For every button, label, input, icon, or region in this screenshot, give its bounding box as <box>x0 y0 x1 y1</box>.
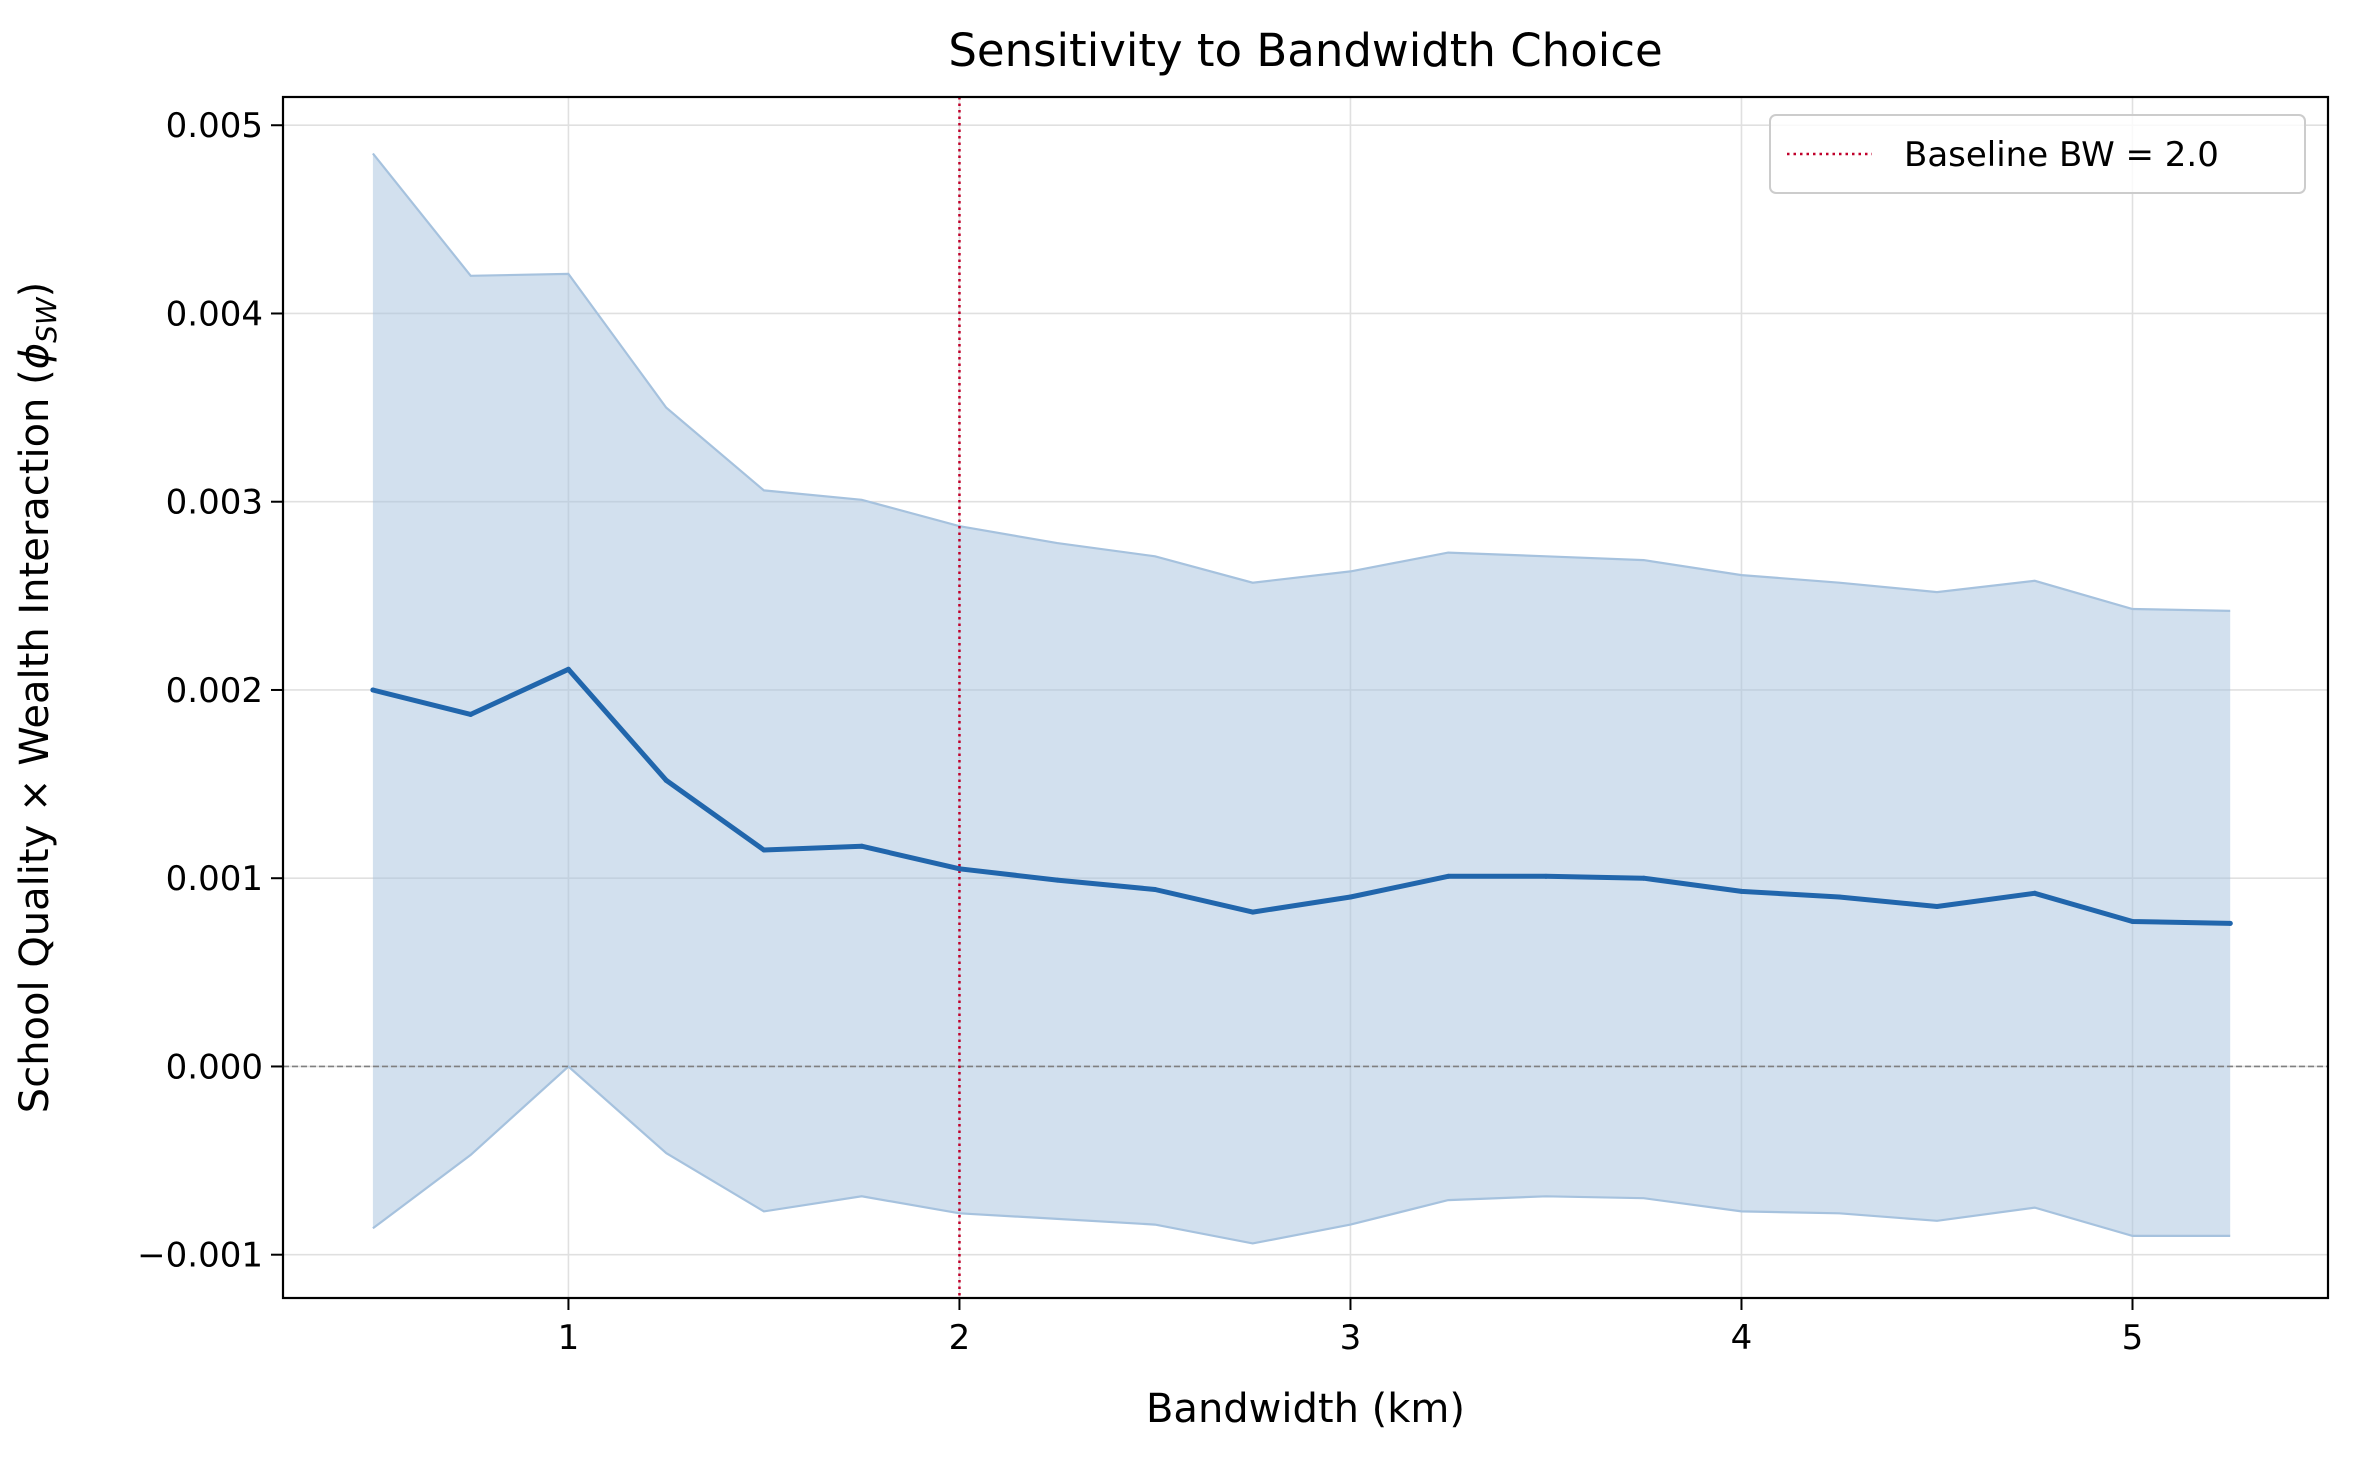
legend-box <box>1769 114 2306 194</box>
series-point <box>1738 888 1744 894</box>
confidence-band-upper-edge <box>372 152 2231 612</box>
series-point <box>2032 890 2038 896</box>
y-axis-ticks: −0.001 0.000 0.001 0.002 0.003 0.004 0.005 <box>137 106 283 1276</box>
plot-frame <box>281 95 2330 1300</box>
series-point <box>859 843 865 849</box>
confidence-band-lower-edge <box>372 1065 2231 1245</box>
y-tick-label: 0.003 <box>166 483 263 523</box>
x-tick-label: 2 <box>949 1318 971 1358</box>
series-line <box>370 666 2233 926</box>
series-point <box>1250 909 1256 915</box>
series-point <box>1347 894 1353 900</box>
legend-label-baseline: Baseline BW = 2.0 <box>1904 135 2219 175</box>
y-axis-label-close: ) <box>12 282 58 298</box>
confidence-band <box>372 153 2231 1244</box>
series-point <box>1054 877 1060 883</box>
series-point <box>2129 919 2135 925</box>
reference-lines-layer <box>283 97 2328 1298</box>
series-point <box>1543 873 1549 879</box>
y-axis-label-symbol: ϕ <box>12 343 58 369</box>
x-axis-ticks: 1 2 3 4 5 <box>558 1298 2144 1358</box>
y-axis-label: School Quality × Wealth Interaction (ϕSW… <box>12 282 63 1113</box>
x-tick-label: 3 <box>1340 1318 1362 1358</box>
y-tick-label: 0.004 <box>166 294 263 334</box>
y-tick-label: 0.005 <box>166 106 263 146</box>
y-axis-label-text: School Quality × Wealth Interaction ( <box>12 369 58 1113</box>
series-point <box>1152 887 1158 893</box>
legend: Baseline BW = 2.0 <box>1769 114 2306 194</box>
x-tick-label: 1 <box>558 1318 580 1358</box>
series-point <box>1445 873 1451 879</box>
confidence-band-layer <box>372 152 2231 1245</box>
y-tick-label: 0.002 <box>166 671 263 711</box>
x-axis-label: Bandwidth (km) <box>1146 1386 1465 1432</box>
series-point <box>370 687 376 693</box>
series-point <box>1934 903 1940 909</box>
series-point <box>1641 875 1647 881</box>
series-point <box>1836 894 1842 900</box>
series-point <box>761 847 767 853</box>
series-line-layer <box>370 666 2233 926</box>
series-point <box>2227 920 2233 926</box>
chart-title: Sensitivity to Bandwidth Choice <box>948 24 1662 77</box>
series-point <box>565 666 571 672</box>
y-tick-label: 0.000 <box>166 1047 263 1087</box>
y-axis-label-subscript: SW <box>30 296 63 343</box>
x-tick-label: 5 <box>2122 1318 2144 1358</box>
series-point <box>468 711 474 717</box>
y-tick-label: −0.001 <box>137 1236 263 1276</box>
series-point <box>956 866 962 872</box>
y-tick-label: 0.001 <box>166 859 263 899</box>
series-point <box>663 777 669 783</box>
x-tick-label: 4 <box>1731 1318 1753 1358</box>
